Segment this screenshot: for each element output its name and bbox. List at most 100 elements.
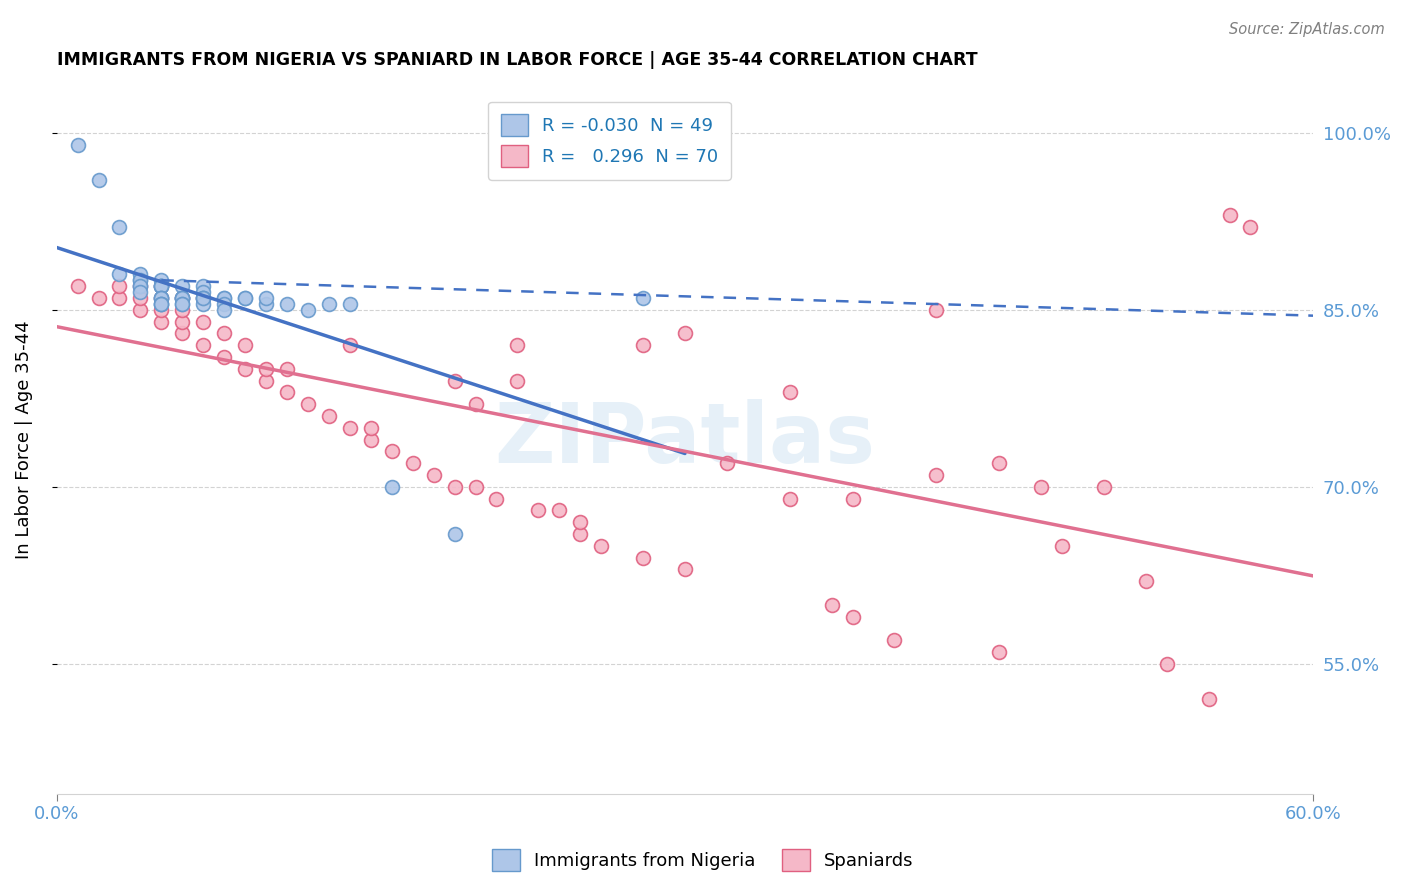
Point: [1092, 480, 1115, 494]
Point: [108, 220, 131, 235]
Point: [66, 137, 89, 152]
Point: [150, 302, 173, 317]
Point: [1218, 208, 1240, 222]
Point: [297, 397, 319, 411]
Point: [129, 273, 152, 287]
Point: [360, 421, 382, 435]
Point: [172, 291, 194, 305]
Point: [193, 279, 215, 293]
Point: [591, 539, 613, 553]
Point: [150, 273, 173, 287]
Point: [297, 302, 319, 317]
Point: [193, 291, 215, 305]
Point: [360, 433, 382, 447]
Point: [548, 503, 571, 517]
Point: [233, 361, 256, 376]
Point: [193, 291, 215, 305]
Point: [172, 297, 194, 311]
Point: [276, 297, 298, 311]
Point: [150, 297, 173, 311]
Point: [1029, 480, 1052, 494]
Point: [988, 456, 1011, 470]
Point: [254, 297, 277, 311]
Point: [212, 326, 235, 341]
Point: [66, 279, 89, 293]
Point: [443, 527, 465, 541]
Point: [631, 291, 654, 305]
Point: [925, 468, 948, 483]
Point: [233, 338, 256, 352]
Point: [193, 291, 215, 305]
Point: [631, 338, 654, 352]
Point: [254, 374, 277, 388]
Point: [506, 374, 529, 388]
Point: [339, 297, 361, 311]
Point: [925, 302, 948, 317]
Point: [464, 397, 486, 411]
Point: [254, 361, 277, 376]
Point: [212, 291, 235, 305]
Point: [193, 338, 215, 352]
Point: [841, 609, 863, 624]
Point: [485, 491, 508, 506]
Point: [172, 291, 194, 305]
Text: ZIPatlas: ZIPatlas: [495, 399, 876, 480]
Point: [150, 297, 173, 311]
Point: [1156, 657, 1178, 671]
Point: [87, 291, 110, 305]
Point: [506, 338, 529, 352]
Point: [318, 297, 340, 311]
Y-axis label: In Labor Force | Age 35-44: In Labor Force | Age 35-44: [15, 320, 32, 559]
Point: [233, 291, 256, 305]
Point: [108, 291, 131, 305]
Point: [150, 279, 173, 293]
Point: [631, 550, 654, 565]
Text: IMMIGRANTS FROM NIGERIA VS SPANIARD IN LABOR FORCE | AGE 35-44 CORRELATION CHART: IMMIGRANTS FROM NIGERIA VS SPANIARD IN L…: [56, 51, 977, 69]
Point: [716, 456, 738, 470]
Point: [527, 503, 550, 517]
Point: [108, 279, 131, 293]
Point: [129, 279, 152, 293]
Point: [673, 326, 696, 341]
Point: [779, 491, 801, 506]
Point: [988, 645, 1011, 659]
Point: [1135, 574, 1157, 589]
Point: [150, 279, 173, 293]
Point: [172, 291, 194, 305]
Point: [212, 291, 235, 305]
Point: [150, 297, 173, 311]
Point: [443, 374, 465, 388]
Point: [464, 480, 486, 494]
Point: [150, 315, 173, 329]
Point: [883, 633, 905, 648]
Point: [1050, 539, 1073, 553]
Point: [129, 291, 152, 305]
Point: [193, 315, 215, 329]
Point: [172, 302, 194, 317]
Point: [129, 279, 152, 293]
Point: [841, 491, 863, 506]
Point: [150, 291, 173, 305]
Point: [193, 285, 215, 299]
Point: [569, 515, 592, 529]
Point: [318, 409, 340, 423]
Point: [108, 268, 131, 282]
Point: [129, 285, 152, 299]
Point: [150, 279, 173, 293]
Point: [339, 421, 361, 435]
Point: [339, 338, 361, 352]
Point: [212, 297, 235, 311]
Point: [820, 598, 842, 612]
Point: [172, 297, 194, 311]
Point: [150, 291, 173, 305]
Point: [212, 350, 235, 364]
Point: [87, 173, 110, 187]
Legend: Immigrants from Nigeria, Spaniards: Immigrants from Nigeria, Spaniards: [485, 842, 921, 879]
Point: [150, 279, 173, 293]
Point: [172, 291, 194, 305]
Point: [569, 527, 592, 541]
Point: [254, 291, 277, 305]
Point: [150, 279, 173, 293]
Point: [129, 273, 152, 287]
Point: [673, 562, 696, 576]
